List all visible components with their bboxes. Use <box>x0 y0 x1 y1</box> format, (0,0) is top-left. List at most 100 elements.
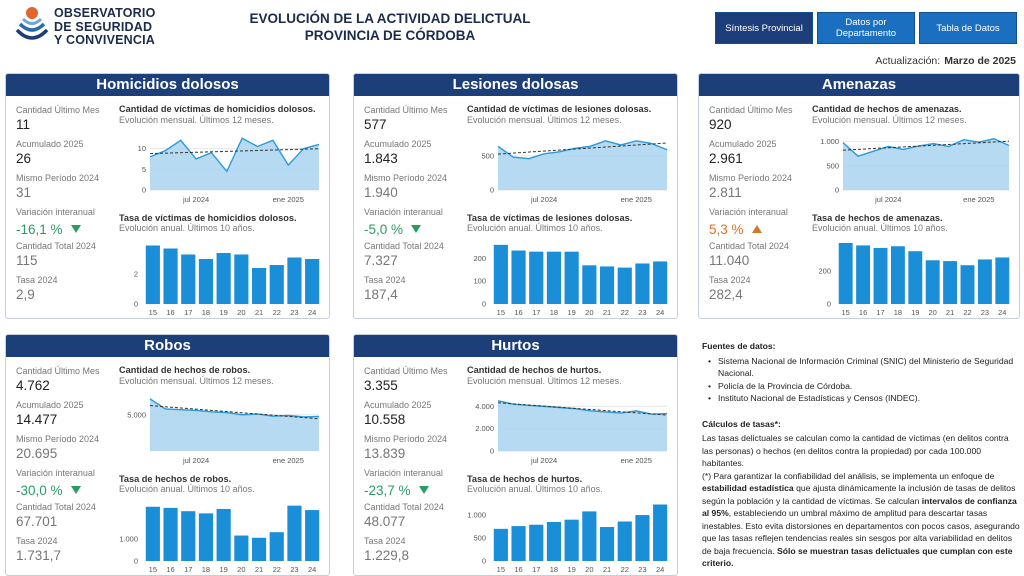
bar <box>181 511 196 561</box>
y-tick-label: 4.000 <box>475 402 494 411</box>
yearly-chart-subtitle: Evolución anual. Últimos 10 años. <box>119 223 255 233</box>
y-tick-label: 0 <box>134 300 138 309</box>
variation-label: Variación interanual <box>16 207 95 217</box>
notes-panel: Fuentes de datos: Sistema Nacional de In… <box>702 340 1020 570</box>
bar <box>511 526 526 561</box>
x-tick-label: 19 <box>219 308 227 317</box>
bar <box>653 504 668 561</box>
same-period-label: Mismo Período 2024 <box>364 434 448 444</box>
card-amenazas: Amenazas Cantidad Último Mes 920 Acumula… <box>698 73 1020 319</box>
monthly-area-chart: 0 5 10 jul 2024 ene 2025 <box>138 137 320 204</box>
y-tick-label: 2.000 <box>475 424 494 433</box>
accum-value: 2.961 <box>709 151 743 166</box>
accum-label: Acumulado 2025 <box>364 139 432 149</box>
bar <box>995 257 1010 304</box>
last-month-value: 3.355 <box>364 378 398 393</box>
bar <box>977 259 992 304</box>
bar <box>925 260 940 304</box>
x-tick-label: 15 <box>842 308 850 317</box>
total-2024-value: 48.077 <box>364 514 406 529</box>
calc-title: Cálculos de tasas*: <box>702 418 781 429</box>
source-item: Instituto Nacional de Estadísticas y Cen… <box>708 392 1020 405</box>
variation-label: Variación interanual <box>364 468 443 478</box>
bar <box>234 535 249 561</box>
x-tick-label: ene 2025 <box>963 195 994 204</box>
bar <box>943 261 958 304</box>
series-line <box>497 140 668 160</box>
x-tick-label: ene 2025 <box>621 456 652 465</box>
bar <box>493 244 508 304</box>
last-month-value: 4.762 <box>16 378 50 393</box>
monthly-chart-title: Cantidad de hechos de hurtos. <box>467 365 602 375</box>
x-tick-label: 16 <box>514 308 522 317</box>
sources-title: Fuentes de datos: <box>702 341 776 351</box>
monthly-area-chart: 0 500 1.000 jul 2024 ene 2025 <box>820 137 1010 204</box>
x-tick-label: 21 <box>603 308 611 317</box>
area-fill <box>498 400 667 451</box>
calc-paragraph-1: Las tasas delictuales se calculan como l… <box>702 433 1009 468</box>
calc-paragraph-2: (*) Para garantizar la confiabilidad del… <box>702 470 1020 569</box>
rate-2024-value: 282,4 <box>709 287 743 302</box>
x-tick-label: 15 <box>149 565 157 574</box>
yearly-bar-chart: 0 100 200 15 16 17 18 19 20 21 22 23 24 <box>473 244 668 317</box>
bar <box>582 265 597 304</box>
same-period-value: 2.811 <box>709 185 742 200</box>
arrow-down-icon <box>70 486 81 494</box>
variation-value: -30,0 % <box>16 479 116 501</box>
y-tick-label: 200 <box>818 267 831 276</box>
y-tick-label: 100 <box>473 277 486 286</box>
x-tick-label: 17 <box>184 565 192 574</box>
card-hurtos: Hurtos Cantidad Último Mes 3.355 Acumula… <box>353 334 678 576</box>
card-title: Hurtos <box>354 335 677 357</box>
card-title: Robos <box>6 335 329 357</box>
bar <box>546 521 562 561</box>
y-tick-label: 500 <box>473 534 486 543</box>
variation-label: Variación interanual <box>709 207 788 217</box>
kpi-panel: Cantidad Último Mes 920 Acumulado 2025 2… <box>709 104 809 308</box>
last-month-value: 11 <box>16 117 31 132</box>
accum-value: 26 <box>16 151 32 166</box>
last-month-label: Cantidad Último Mes <box>364 366 448 376</box>
source-item: Sistema Nacional de Información Criminal… <box>708 355 1020 380</box>
accum-value: 1.843 <box>364 151 398 166</box>
x-tick-label: 17 <box>876 308 884 317</box>
x-tick-label: 18 <box>550 565 558 574</box>
x-tick-label: 20 <box>585 308 593 317</box>
bar <box>511 250 526 304</box>
card-homicidios-dolosos: Homicidios dolosos Cantidad Último Mes 1… <box>5 73 330 319</box>
area-fill <box>150 398 319 451</box>
rate-2024-value: 1.229,8 <box>364 548 410 563</box>
nav-tabla-datos-button[interactable]: Tabla de Datos <box>919 12 1017 44</box>
y-tick-label: 1.000 <box>467 511 486 520</box>
yearly-chart-subtitle: Evolución anual. Últimos 10 años. <box>467 223 603 233</box>
nav-sintesis-provincial-button[interactable]: Síntesis Provincial <box>715 12 813 44</box>
bar <box>287 257 302 304</box>
x-tick-label: 22 <box>621 308 629 317</box>
monthly-chart-subtitle: Evolución mensual. Últimos 12 meses. <box>467 115 622 125</box>
x-tick-label: jul 2024 <box>182 456 209 465</box>
area-fill <box>843 138 1009 190</box>
card-robos: Robos Cantidad Último Mes 4.762 Acumulad… <box>5 334 330 576</box>
nav-datos-departamento-button[interactable]: Datos por Departamento <box>817 12 915 44</box>
same-period-value: 20.695 <box>16 446 58 461</box>
total-2024-label: Cantidad Total 2024 <box>364 502 444 512</box>
arrow-down-icon <box>418 486 429 494</box>
x-tick-label: 23 <box>290 308 298 317</box>
update-label: Actualización: <box>875 55 941 67</box>
bar <box>599 527 615 561</box>
rate-2024-label: Tasa 2024 <box>364 536 406 546</box>
y-tick-label: 1.000 <box>820 137 839 146</box>
card-title: Homicidios dolosos <box>6 74 329 96</box>
total-2024-value: 115 <box>16 253 38 268</box>
yearly-chart-title: Tasa de hechos de robos. <box>119 474 232 484</box>
bar <box>216 253 231 304</box>
bar <box>960 265 975 304</box>
y-tick-label: 500 <box>481 151 494 160</box>
monthly-chart-subtitle: Evolución mensual. Últimos 12 meses. <box>119 376 274 386</box>
rate-2024-value: 2,9 <box>16 287 35 302</box>
yearly-chart-subtitle: Evolución anual. Últimos 10 años. <box>119 484 255 494</box>
rate-2024-value: 187,4 <box>364 287 398 302</box>
bar <box>198 259 214 304</box>
monthly-area-chart: 0 500 jul 2024 ene 2025 <box>481 140 668 204</box>
accum-label: Acumulado 2025 <box>16 400 84 410</box>
